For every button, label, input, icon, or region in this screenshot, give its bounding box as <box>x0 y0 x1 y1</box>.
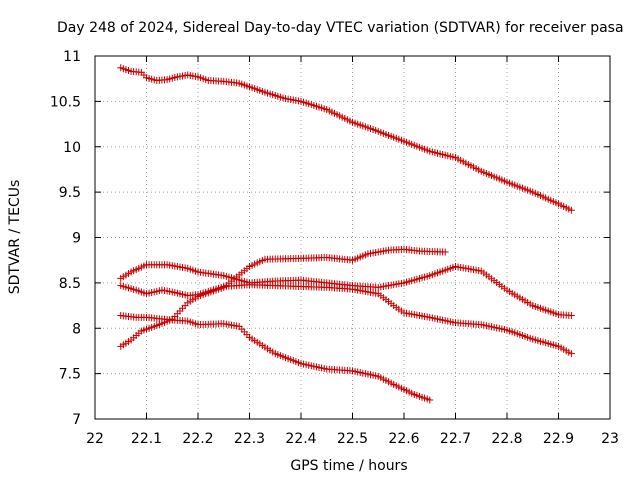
x-tick-label: 22.3 <box>234 431 265 447</box>
y-tick-label: 8 <box>72 321 81 337</box>
y-tick-label: 9.5 <box>59 185 81 201</box>
y-tick-label: 11 <box>63 49 81 65</box>
y-tick-label: 10 <box>63 140 81 156</box>
series-track-4 <box>117 281 575 358</box>
data-point <box>567 350 575 358</box>
y-tick-label: 10.5 <box>50 94 81 110</box>
data-point <box>441 248 449 256</box>
x-tick-label: 22.8 <box>491 431 522 447</box>
data-series <box>117 64 575 404</box>
grid <box>95 56 610 419</box>
y-tick-label: 7.5 <box>59 367 81 383</box>
y-tick-label: 9 <box>72 231 81 247</box>
chart-title: Day 248 of 2024, Sidereal Day-to-day VTE… <box>57 20 624 36</box>
x-tick-label: 22.2 <box>182 431 213 447</box>
x-tick-label: 22 <box>86 431 104 447</box>
series-track-1 <box>117 64 575 214</box>
y-axis-label: SDTVAR / TECUs <box>7 180 23 295</box>
x-tick-label: 22.7 <box>440 431 471 447</box>
axis-ticks: 22 22.1 22.2 22.3 22.4 22.5 22.6 22.7 22.8 22.9 23… <box>50 49 619 447</box>
x-tick-label: 22.9 <box>543 431 574 447</box>
series-track-5 <box>117 312 434 404</box>
data-point <box>567 312 575 320</box>
y-tick-label: 8.5 <box>59 276 81 292</box>
y-tick-label: 7 <box>72 412 81 428</box>
data-point <box>567 206 575 214</box>
x-tick-label: 22.4 <box>285 431 316 447</box>
x-tick-label: 22.6 <box>388 431 419 447</box>
x-axis-label: GPS time / hours <box>290 458 407 474</box>
data-point <box>426 396 434 404</box>
x-tick-label: 22.1 <box>131 431 162 447</box>
x-tick-label: 23 <box>601 431 619 447</box>
x-tick-label: 22.5 <box>337 431 368 447</box>
series-track-2 <box>117 261 575 320</box>
